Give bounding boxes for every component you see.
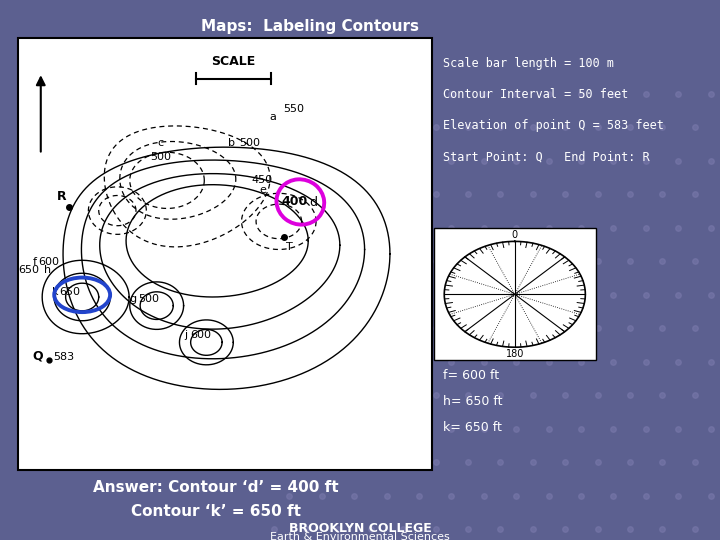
Text: BROOKLYN COLLEGE: BROOKLYN COLLEGE [289, 522, 431, 535]
Text: h= 650 ft: h= 650 ft [443, 395, 503, 408]
Text: 0: 0 [512, 230, 518, 240]
Text: 180: 180 [505, 349, 524, 359]
Text: k= 650 ft: k= 650 ft [443, 421, 502, 434]
Text: Start Point: Q   End Point: R: Start Point: Q End Point: R [443, 151, 649, 164]
Text: 550: 550 [283, 104, 304, 114]
Text: d: d [309, 197, 317, 210]
Text: e: e [259, 185, 266, 195]
Text: 583: 583 [53, 352, 74, 362]
Text: b: b [228, 138, 235, 148]
Bar [433, 228, 596, 361]
Text: c: c [158, 138, 164, 148]
Text: R: R [58, 190, 67, 203]
Text: 600: 600 [38, 256, 59, 267]
Text: Scale bar length = 100 m: Scale bar length = 100 m [443, 57, 613, 70]
Text: f: f [32, 256, 37, 267]
Text: k: k [52, 287, 58, 297]
Text: 650: 650 [59, 287, 81, 297]
Text: f= 600 ft: f= 600 ft [443, 369, 499, 382]
Text: 500: 500 [240, 138, 261, 148]
Text: h: h [44, 265, 51, 275]
Text: 650: 650 [18, 265, 39, 275]
Text: 400: 400 [281, 195, 307, 208]
Text: Elevation of point Q = 583 feet: Elevation of point Q = 583 feet [443, 119, 664, 132]
Bar [18, 38, 432, 470]
Text: Q: Q [32, 349, 43, 363]
Text: a: a [270, 112, 276, 122]
Text: SCALE: SCALE [211, 55, 256, 68]
Text: Earth & Environmental Sciences: Earth & Environmental Sciences [270, 532, 450, 540]
Text: g: g [130, 294, 136, 304]
Text: T: T [287, 242, 293, 252]
Text: Maps:  Labeling Contours: Maps: Labeling Contours [201, 19, 418, 34]
Text: 500: 500 [150, 152, 171, 161]
Text: 450: 450 [252, 174, 273, 185]
Text: Contour ‘k’ = 650 ft: Contour ‘k’ = 650 ft [131, 504, 301, 519]
Text: 500: 500 [138, 294, 159, 304]
Text: j: j [184, 330, 187, 340]
Text: Answer: Contour ‘d’ = 400 ft: Answer: Contour ‘d’ = 400 ft [93, 480, 339, 495]
Text: 600: 600 [190, 330, 211, 340]
Text: Contour Interval = 50 feet: Contour Interval = 50 feet [443, 88, 628, 101]
